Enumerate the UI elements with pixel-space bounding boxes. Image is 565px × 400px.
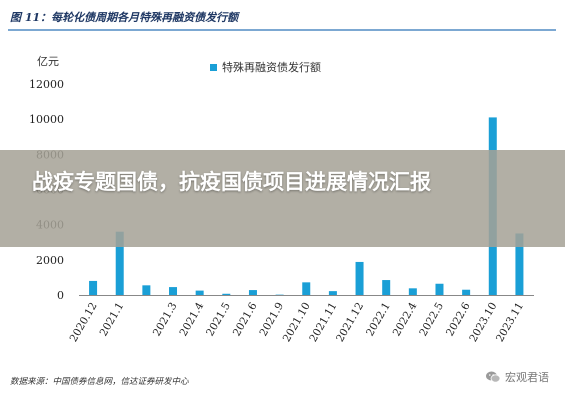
x-tick-label: 2021.1 [98,301,127,339]
watermark: 宏观君语 [485,369,549,385]
legend: 特殊再融资债发行额 [210,60,321,74]
bar [169,287,178,295]
headline-text: 战疫专题国债，抗疫国债项目进展情况汇报 [32,170,431,194]
bar [142,285,151,295]
y-tick-label: 12000 [29,78,64,91]
watermark-text: 宏观君语 [505,371,549,384]
x-tick-label: 2020.12 [68,301,100,345]
bar [115,231,124,295]
y-tick-label: 0 [57,289,64,302]
y-axis-unit: 亿元 [37,55,59,68]
y-tick-label: 10000 [29,113,64,126]
source-note: 数据来源：中国债券信息网，信达证券研发中心 [10,376,189,387]
y-tick-label: 2000 [36,254,64,267]
x-tick-label: 2021.3 [151,301,180,339]
x-tick-label: 2022.5 [417,301,446,339]
legend-label: 特殊再融资债发行额 [222,60,321,74]
bar [195,290,204,295]
bar [408,288,417,295]
bar [462,289,471,295]
x-tick-label: 2021.6 [231,300,260,338]
figure-title: 图 11：每轮化债周期各月特殊再融资债发行额 [10,11,240,24]
bar [382,280,391,295]
bar [355,261,364,295]
x-tick-label: 2021.5 [204,301,233,339]
legend-swatch [210,64,217,71]
bar [89,280,98,295]
x-tick-label: 2021.9 [257,301,286,339]
bar [435,283,444,295]
wechat-icon [486,371,501,383]
headline-overlay: 战疫专题国债，抗疫国债项目进展情况汇报 [0,150,565,247]
bar [222,293,231,295]
bar [302,282,311,295]
x-tick-label: 2022.6 [444,300,473,338]
x-tick-label: 2021.4 [177,300,206,338]
x-tick-label: 2022.4 [391,300,420,338]
bar [248,290,257,295]
bar [515,233,524,295]
bar [328,291,337,295]
x-tick-label: 2022.1 [364,301,393,339]
